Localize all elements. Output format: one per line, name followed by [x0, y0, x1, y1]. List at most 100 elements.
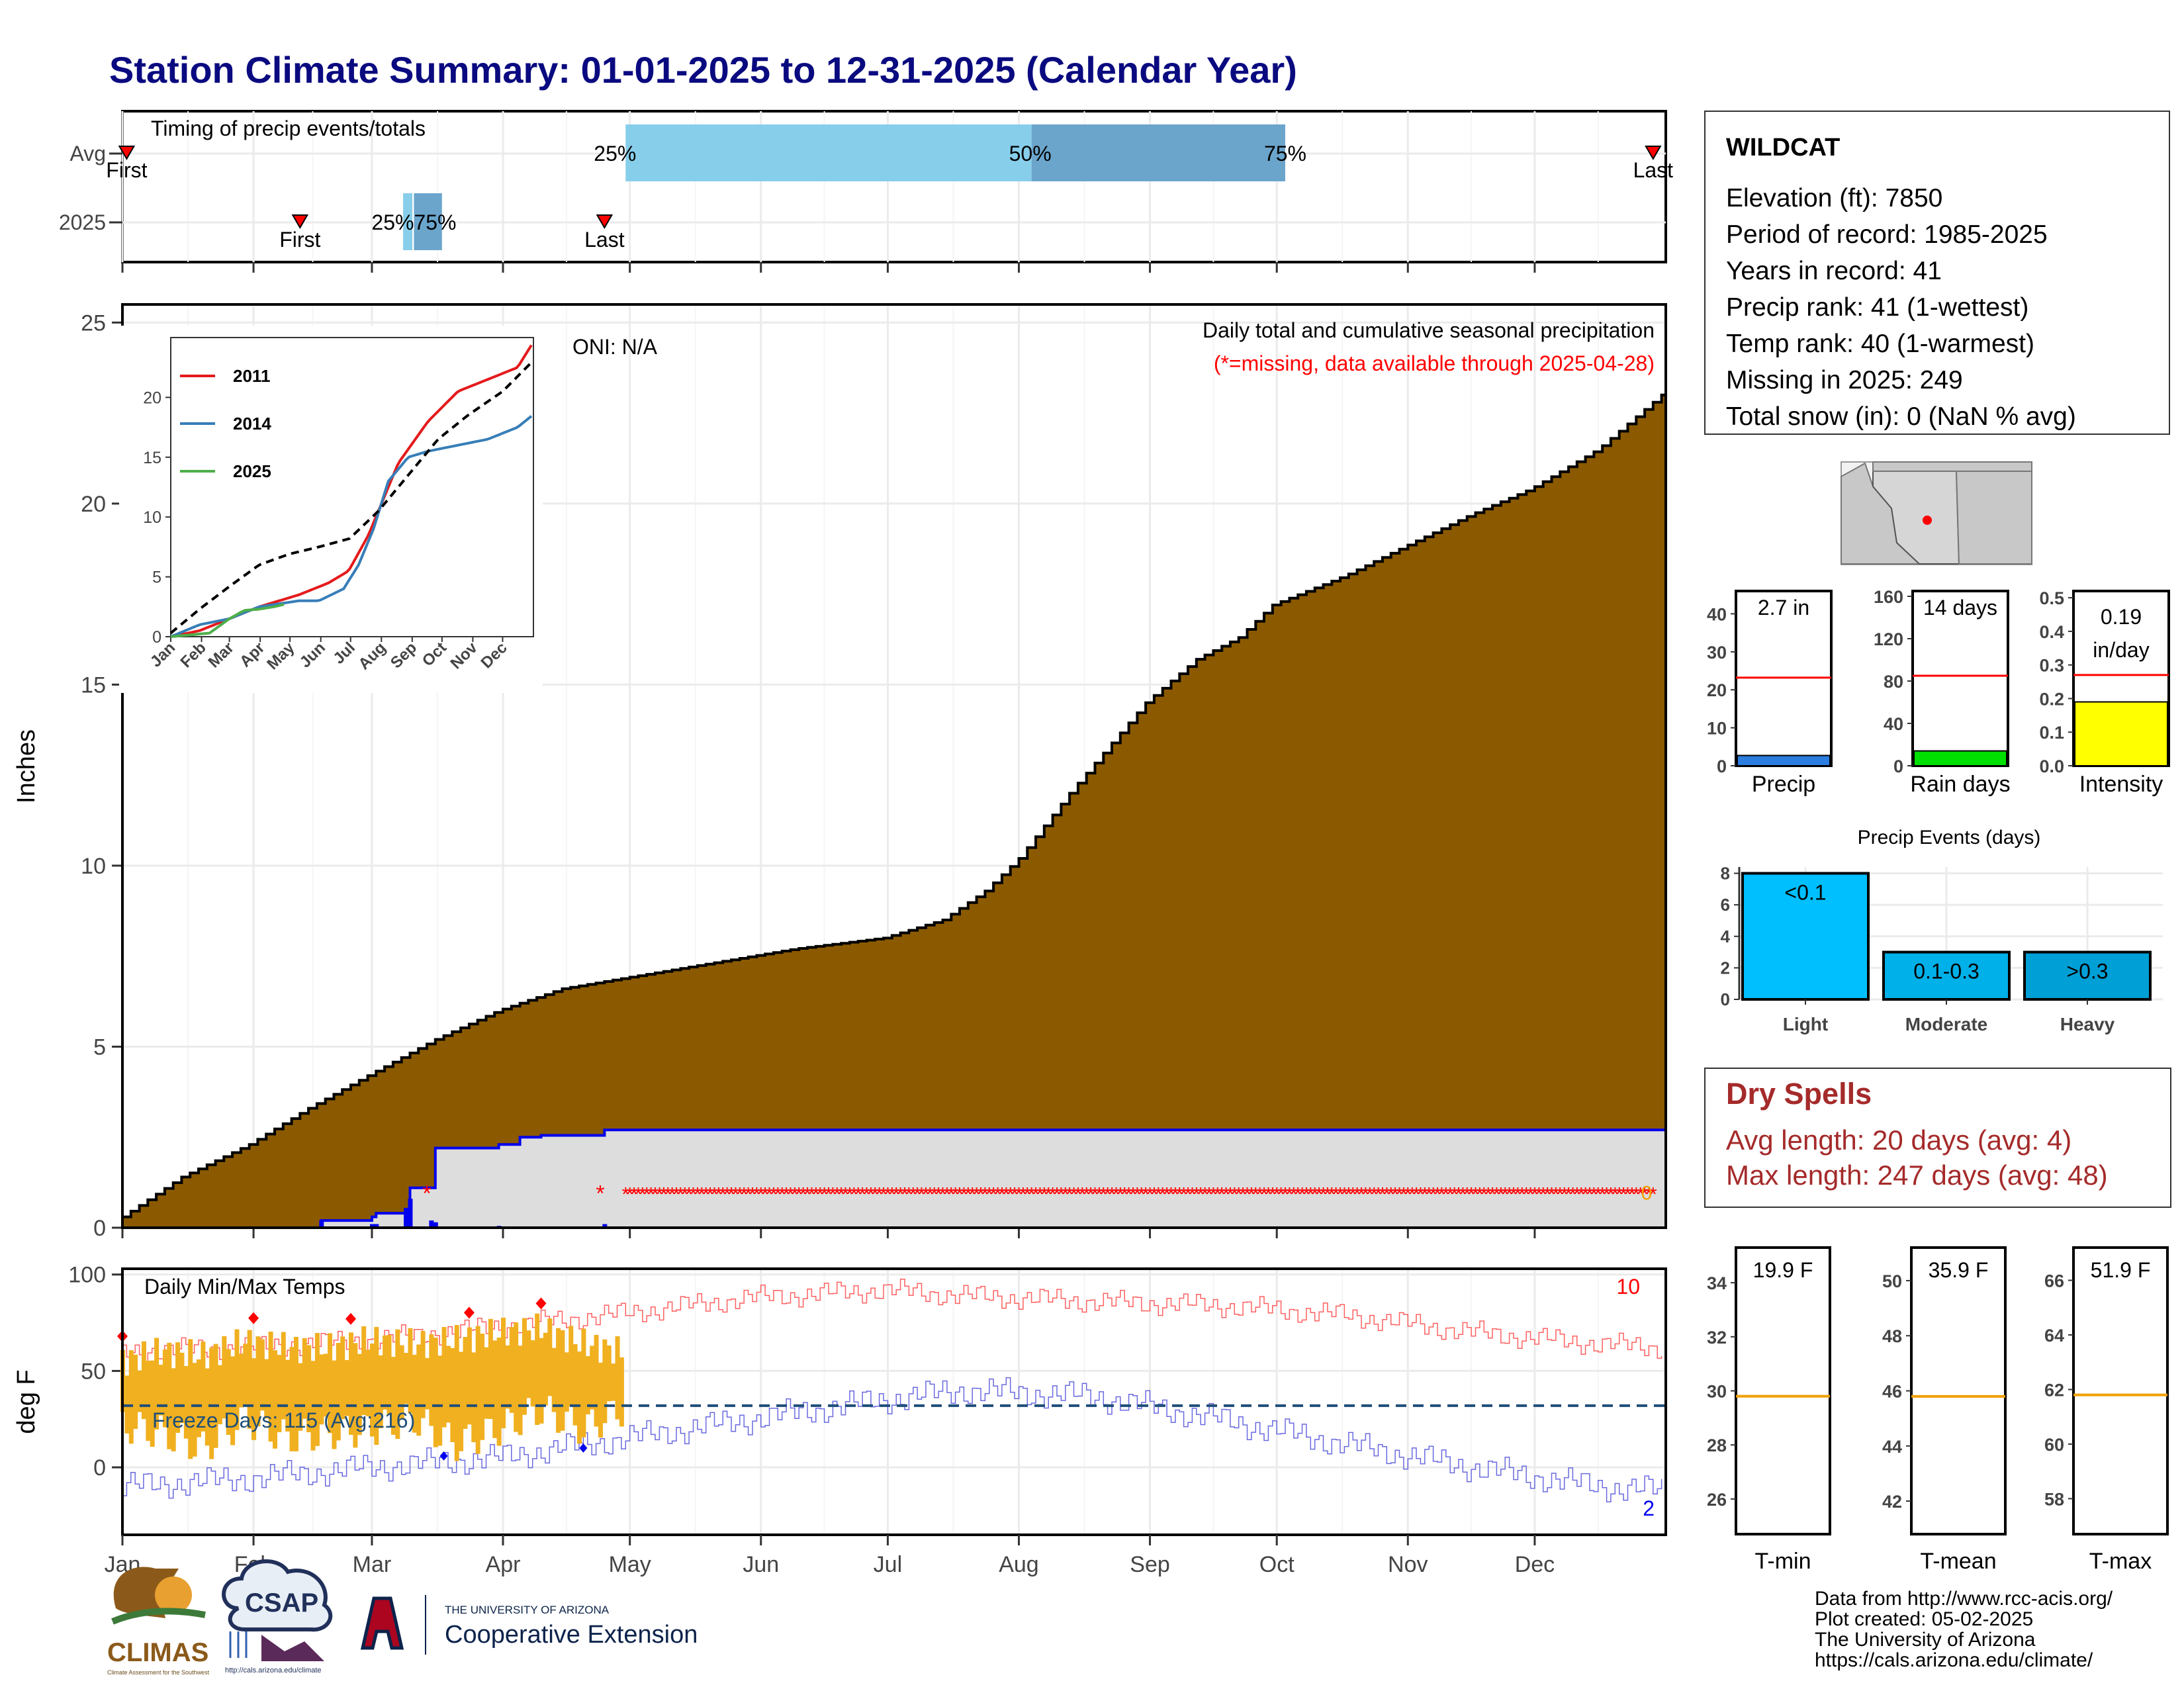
missing-marker: *	[897, 1183, 905, 1205]
daily-temp-range-bar	[340, 1336, 345, 1420]
temp-gauge-y-tick-label: 66	[2044, 1271, 2064, 1291]
temp-gauge-category-label: T-min	[1755, 1549, 1811, 1574]
station-line: Missing in 2025: 249	[1726, 366, 1963, 394]
daily-temp-range-bar	[441, 1327, 447, 1428]
freeze-days-label: Freeze Days: 115 (Avg:216)	[152, 1408, 415, 1432]
missing-marker: *	[757, 1183, 765, 1205]
missing-marker: *	[1488, 1183, 1496, 1205]
missing-marker: *	[719, 1183, 727, 1205]
record-high-marker	[248, 1312, 259, 1324]
missing-marker: *	[1040, 1183, 1048, 1205]
station-line: Period of record: 1985-2025	[1726, 220, 2048, 249]
missing-marker: *	[1129, 1183, 1137, 1205]
missing-marker: *	[1539, 1183, 1547, 1205]
avg-q25-label: 25%	[594, 142, 636, 165]
events-bar	[1882, 950, 2011, 1001]
missing-marker: *	[1265, 1183, 1273, 1205]
inset-series-line	[170, 603, 285, 638]
missing-marker: *	[1632, 1183, 1640, 1205]
daily-temp-range-bar	[289, 1347, 295, 1451]
daily-temp-range-bar	[572, 1344, 578, 1426]
missing-marker: *	[989, 1183, 997, 1205]
daily-temp-range-bar	[454, 1325, 459, 1461]
temp-gauge-y-tick-label: 28	[1707, 1436, 1727, 1455]
daily-temp-range-bar	[564, 1352, 569, 1412]
daily-temp-range-bar	[577, 1351, 582, 1444]
station-line: Elevation (ft): 7850	[1726, 184, 1942, 212]
y2025-first-label: First	[279, 228, 320, 251]
missing-marker: *	[1548, 1183, 1556, 1205]
daily-temp-range-bar	[344, 1359, 349, 1416]
gauge-value-bar	[1913, 750, 2007, 766]
timing-panel: Timing of precip events/totals Avg 2025 …	[59, 110, 1673, 273]
daily-temp-range-bar	[353, 1343, 358, 1448]
missing-marker: *	[1324, 1183, 1332, 1205]
y2025-last-label: Last	[584, 228, 625, 251]
missing-marker: *	[939, 1183, 947, 1205]
y2025-q50-q75-bar	[414, 193, 442, 250]
record-high-marker	[345, 1312, 357, 1325]
events-category-label: Moderate	[1905, 1014, 1987, 1034]
precip-y-tick-label: 10	[81, 854, 106, 879]
precip-chart-title: Daily total and cumulative seasonal prec…	[1203, 318, 1655, 342]
daily-temp-range-bar	[243, 1344, 248, 1406]
daily-temp-range-bar	[167, 1342, 172, 1449]
missing-marker: *	[1552, 1183, 1560, 1205]
missing-marker: *	[1273, 1183, 1281, 1205]
missing-marker: *	[985, 1183, 993, 1205]
gauge-y-tick-label: 40	[1707, 604, 1727, 624]
gauge-y-tick-label: 80	[1884, 672, 1903, 692]
temp-gauge-category-label: T-mean	[1920, 1549, 1996, 1574]
daily-temp-range-bar	[128, 1350, 134, 1444]
daily-temp-range-bar	[365, 1349, 371, 1416]
missing-marker: *	[1167, 1183, 1175, 1205]
events-y-tick-label: 2	[1721, 958, 1730, 978]
missing-marker: *	[749, 1183, 756, 1205]
missing-marker: *	[630, 1183, 638, 1205]
climas-text: CLIMAS	[107, 1638, 208, 1667]
missing-marker: *	[884, 1183, 892, 1205]
missing-marker: *	[1421, 1183, 1429, 1205]
missing-marker: *	[774, 1183, 782, 1205]
month-label: Dec	[1515, 1552, 1555, 1577]
daily-temp-range-bar	[192, 1363, 197, 1457]
daily-temp-range-bar	[535, 1313, 540, 1426]
missing-marker: *	[1357, 1183, 1365, 1205]
inset-legend-label: 2014	[233, 414, 271, 434]
record-low-marker	[439, 1451, 448, 1461]
missing-marker: *	[723, 1183, 731, 1205]
station-info-box: WILDCAT Elevation (ft): 7850 Period of r…	[1704, 111, 2170, 435]
daily-temp-range-bar	[197, 1359, 202, 1438]
missing-marker: *	[1104, 1183, 1112, 1205]
avg-last-marker	[1645, 146, 1662, 160]
missing-marker: *	[998, 1183, 1006, 1205]
month-label: Oct	[1259, 1552, 1295, 1577]
missing-marker: *	[1315, 1183, 1323, 1205]
missing-marker: *	[715, 1183, 723, 1205]
missing-marker: *	[1058, 1183, 1066, 1205]
daily-temp-range-bar	[369, 1344, 375, 1437]
missing-marker: *	[1455, 1183, 1463, 1205]
events-bar-label: <0.1	[1784, 881, 1826, 905]
missing-marker: *	[880, 1183, 887, 1205]
missing-marker: *	[1091, 1183, 1099, 1205]
missing-marker: *	[1015, 1183, 1023, 1205]
missing-marker: *	[647, 1183, 655, 1205]
missing-marker: *	[1353, 1183, 1361, 1205]
avg-first-marker	[118, 146, 136, 160]
missing-marker: *	[1628, 1183, 1636, 1205]
temp-gauge-y-tick-label: 42	[1882, 1492, 1902, 1512]
missing-marker: *	[1535, 1183, 1543, 1205]
month-label: Jul	[874, 1552, 902, 1577]
footer-line: https://cals.arizona.edu/climate/	[1815, 1649, 2093, 1671]
daily-temp-range-bar	[594, 1334, 599, 1427]
timing-row-avg: Avg	[69, 142, 106, 165]
missing-marker: *	[842, 1183, 850, 1205]
temp-gauge-y-tick-label: 26	[1707, 1490, 1727, 1510]
missing-marker: *	[1163, 1183, 1171, 1205]
daily-precip-bar	[404, 1207, 409, 1228]
missing-marker: *	[1290, 1183, 1298, 1205]
gauge-frame	[1911, 590, 2009, 767]
daily-temp-range-bar	[585, 1356, 590, 1414]
missing-marker: *	[1062, 1183, 1069, 1205]
